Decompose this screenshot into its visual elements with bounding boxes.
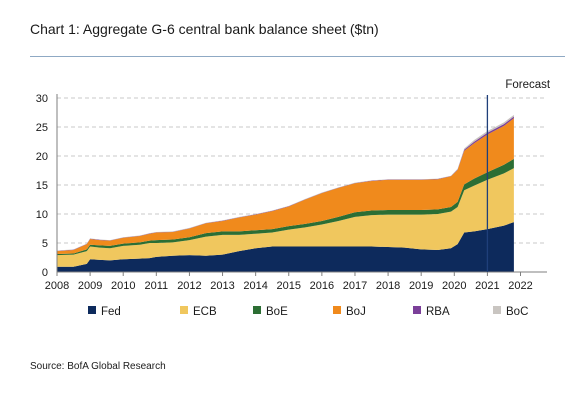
legend-label-boe: BoE — [266, 306, 288, 318]
x-tick-label: 2010 — [111, 280, 135, 292]
x-tick-label: 2009 — [78, 280, 102, 292]
x-tick-label: 2015 — [277, 280, 301, 292]
area-fed — [57, 222, 514, 272]
x-tick-label: 2022 — [508, 280, 532, 292]
legend-swatch-ecb — [180, 306, 188, 314]
x-tick-label: 2018 — [376, 280, 400, 292]
forecast-marker: Forecast — [486, 79, 551, 272]
x-tick-label: 2021 — [475, 280, 499, 292]
y-tick-label: 0 — [42, 267, 48, 279]
chart-canvas: 0 5 10 15 20 25 30 2008 2009 2010 2011 2012 2013 2014… — [36, 79, 551, 318]
x-tick-label: 2014 — [243, 280, 267, 292]
chart-title: Chart 1: Aggregate G-6 central bank bala… — [30, 21, 379, 37]
x-tick-label: 2013 — [210, 280, 234, 292]
y-tick-label: 15 — [36, 180, 48, 192]
title-divider — [30, 56, 565, 57]
legend-swatch-boe — [253, 306, 261, 314]
x-tick-label: 2008 — [45, 280, 69, 292]
legend-label-boc: BoC — [506, 306, 528, 318]
y-tick-label: 20 — [36, 151, 48, 163]
x-tick-label: 2017 — [343, 280, 367, 292]
legend-label-ecb: ECB — [193, 306, 217, 318]
x-tick-label: 2019 — [409, 280, 433, 292]
forecast-label: Forecast — [505, 79, 551, 91]
chart-legend: Fed ECB BoE BoJ RBA BoC — [88, 306, 528, 318]
y-tick-label: 30 — [36, 93, 48, 105]
x-tick-label: 2012 — [177, 280, 201, 292]
y-tick-label: 25 — [36, 122, 48, 134]
area-boe — [57, 158, 514, 256]
legend-swatch-fed — [88, 306, 96, 314]
x-tick-label: 2011 — [144, 280, 168, 292]
chart-areas — [57, 114, 514, 272]
legend-label-rba: RBA — [426, 306, 450, 318]
legend-label-fed: Fed — [101, 306, 121, 318]
legend-swatch-rba — [413, 306, 421, 314]
legend-swatch-boj — [333, 306, 341, 314]
area-ecb — [57, 168, 514, 267]
x-tick-label: 2020 — [442, 280, 466, 292]
chart-axes: 0 5 10 15 20 25 30 2008 2009 2010 2011 2012 2013 2014… — [36, 93, 547, 292]
source-note: Source: BofA Global Research — [30, 361, 166, 372]
legend-label-boj: BoJ — [346, 306, 366, 318]
legend-swatch-boc — [493, 306, 501, 314]
y-tick-label: 5 — [42, 238, 48, 250]
y-tick-label: 10 — [36, 209, 48, 221]
x-tick-label: 2016 — [310, 280, 334, 292]
area-boj — [57, 118, 514, 255]
